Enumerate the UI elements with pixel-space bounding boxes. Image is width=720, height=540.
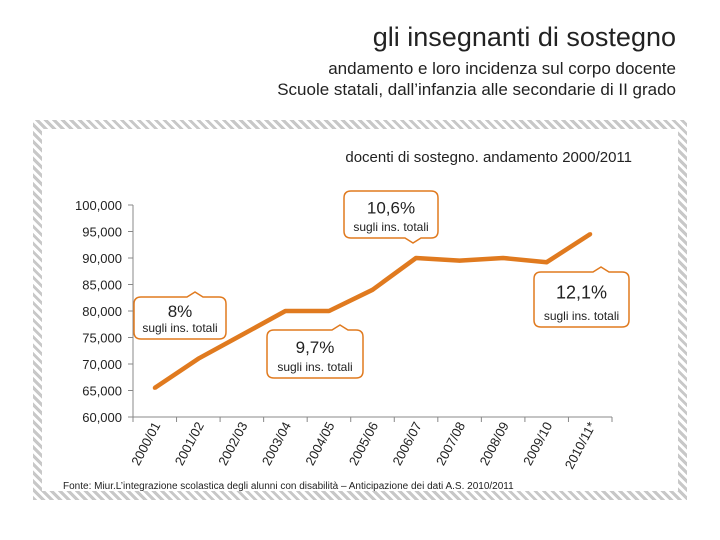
x-tick-label: 2008/09 [476,419,511,468]
y-tick-label: 75,000 [82,331,122,346]
x-tick-label: 2002/03 [215,419,250,468]
x-tick-label: 2004/05 [302,419,337,468]
data-point [239,332,244,337]
y-tick-label: 100,000 [75,198,122,213]
callout: 8%sugli ins. totali [133,291,227,340]
callout-box [533,266,630,328]
x-tick-label: 2009/10 [520,419,555,468]
callout-label: sugli ins. totali [353,220,428,234]
subtitle-line-1: andamento e loro incidenza sul corpo doc… [328,59,676,78]
callout-percentage: 10,6% [367,199,415,218]
callout-percentage: 12,1% [556,283,607,303]
callout: 10,6% sugli ins. totali [343,190,439,244]
y-tick-label: 95,000 [82,225,122,240]
y-tick-label: 70,000 [82,357,122,372]
callout-box [343,190,439,244]
x-tick-label: 2003/04 [259,419,294,468]
callout-label: sugli ins. totali [142,321,217,335]
chart-title: docenti di sostegno. andamento 2000/2011 [345,149,632,166]
data-point [588,232,593,237]
y-tick-label: 85,000 [82,278,122,293]
source-note: Fonte: Miur.L’integrazione scolastica de… [63,481,514,492]
callout-label: sugli ins. totali [544,309,619,323]
y-tick-label: 65,000 [82,384,122,399]
subtitle-line-2: Scuole statali, dall’infanzia alle secon… [277,80,676,99]
data-point [326,309,331,313]
data-point [283,309,288,313]
callout-box [266,324,364,379]
callout: 9,7% sugli ins. totali [266,324,364,379]
data-point [414,256,419,260]
x-tick-label: 2001/02 [172,419,207,468]
data-point [196,356,201,361]
callout-box [133,291,227,340]
callout-percentage: 9,7% [296,338,335,357]
data-point [152,385,157,390]
y-tick-label: 80,000 [82,304,122,319]
page-subtitle: andamento e loro incidenza sul corpo doc… [277,58,676,100]
x-tick-label: 2007/08 [433,419,468,468]
chart-series [152,232,593,390]
x-tick-label: 2005/06 [346,419,381,468]
data-point [501,256,506,260]
page-title: gli insegnanti di sostegno [372,22,676,52]
x-tick-label: 2010/11* [562,419,599,471]
callout-percentage: 8% [168,302,193,321]
callout: 12,1% sugli ins. totali [533,266,630,328]
x-tick-label: 2000/01 [128,419,163,468]
data-point [370,287,375,292]
data-point [544,260,549,265]
data-point [457,258,462,263]
y-tick-label: 60,000 [82,410,122,425]
callout-label: sugli ins. totali [277,360,352,374]
y-tick-label: 90,000 [82,251,122,266]
x-tick-label: 2006/07 [389,419,424,468]
